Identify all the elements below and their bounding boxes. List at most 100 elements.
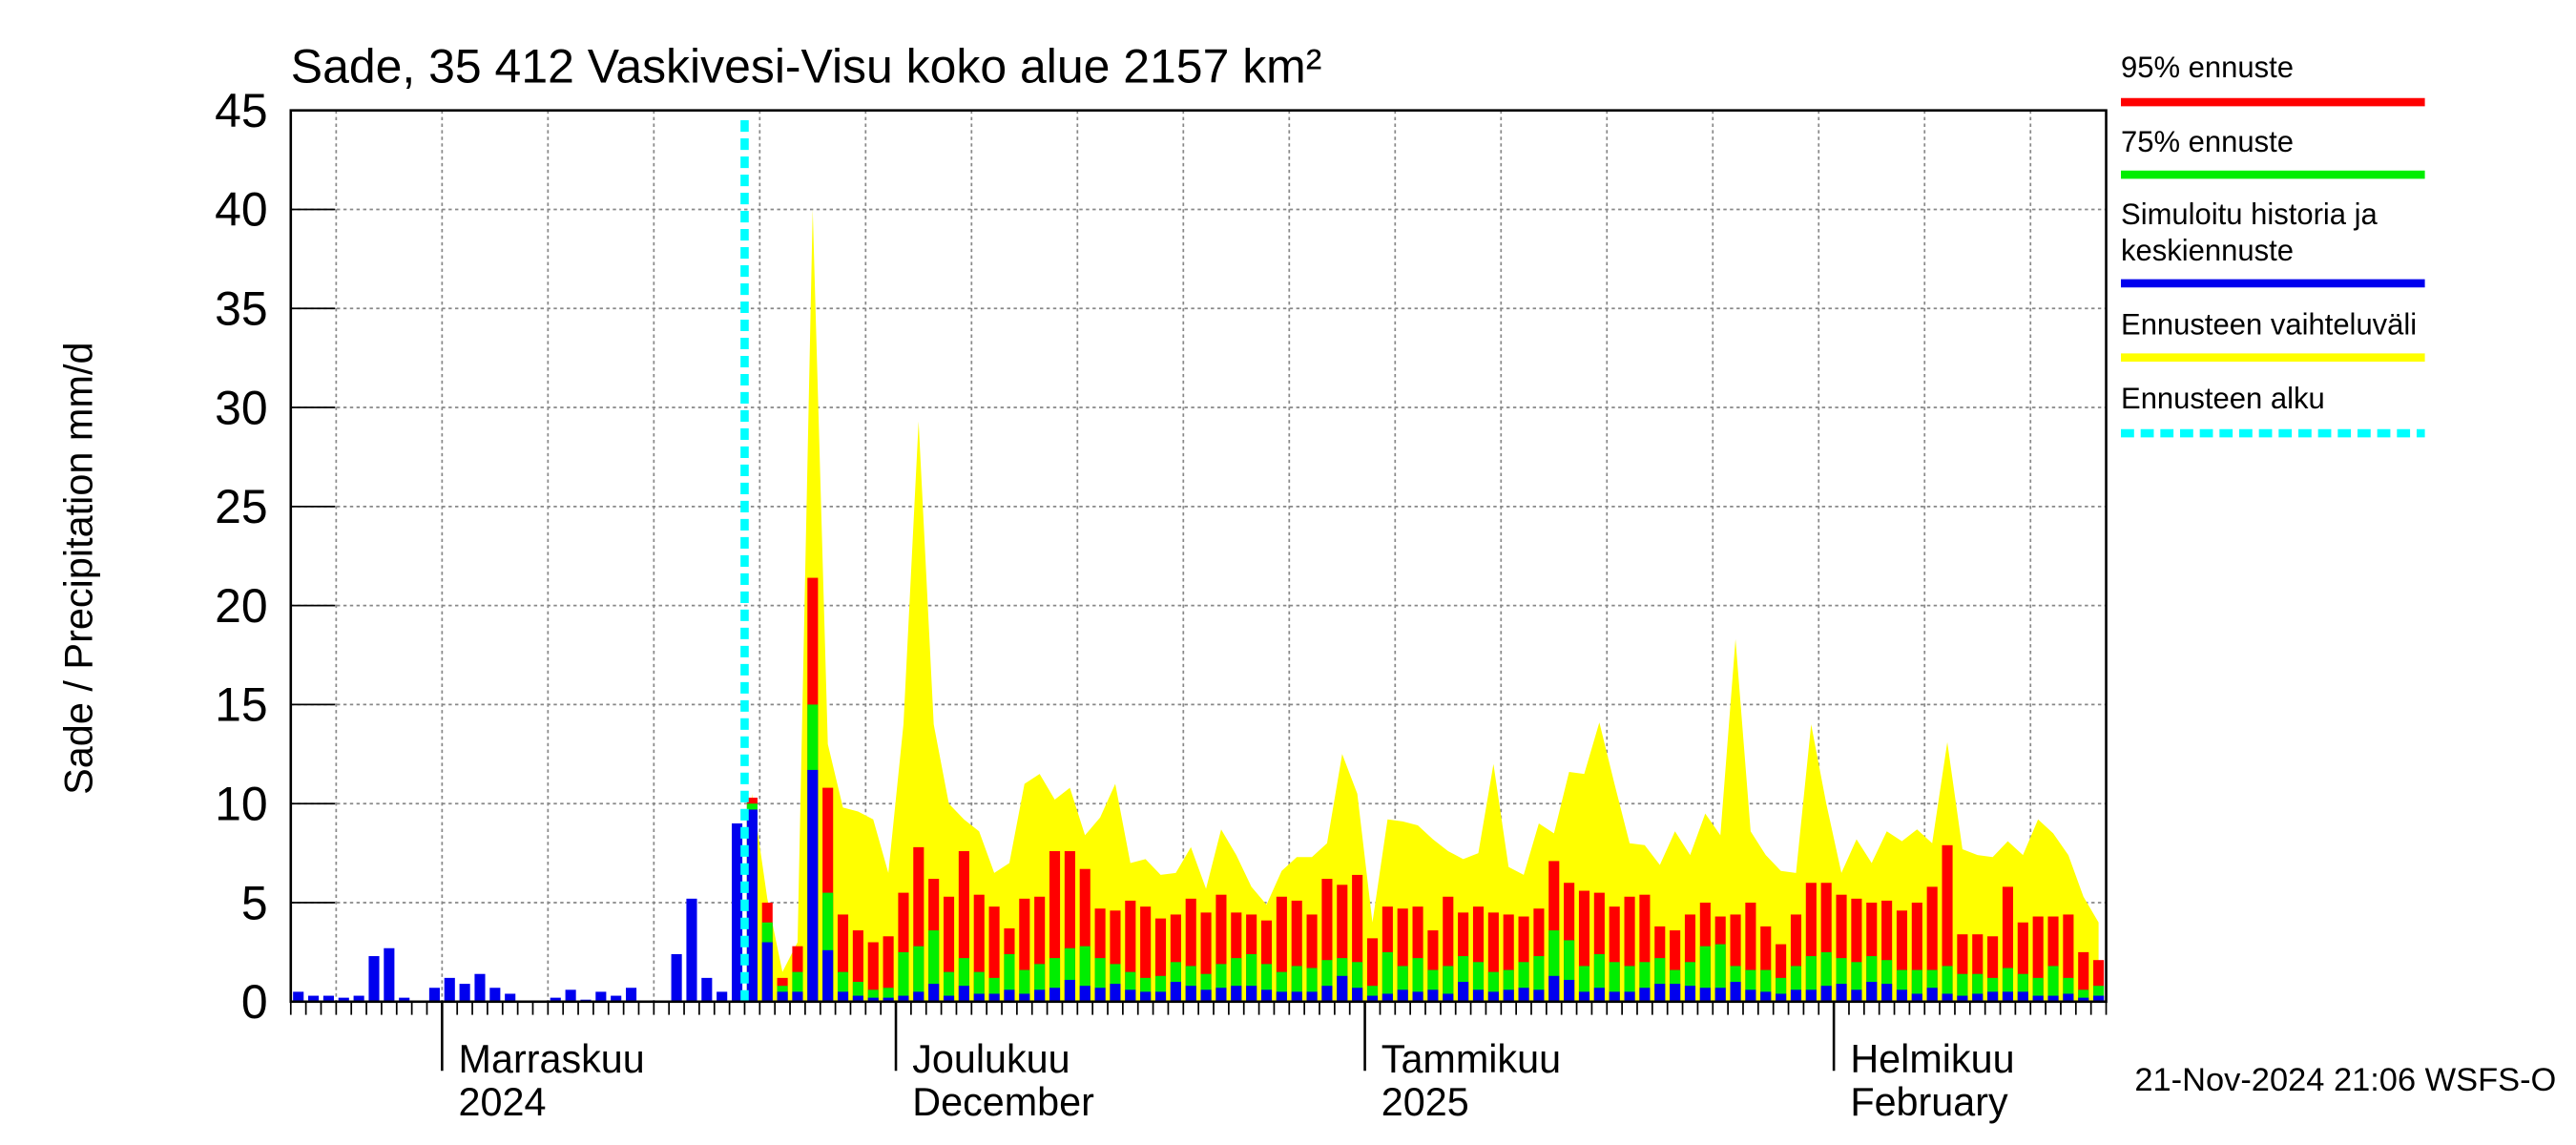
- x-tick-label: Tammikuu: [1381, 1037, 1561, 1081]
- bar: [322, 995, 334, 1002]
- bar: [1306, 914, 1318, 1002]
- bar: [1942, 844, 1953, 1002]
- bar: [958, 958, 969, 1002]
- plot-frame: [289, 109, 2108, 1004]
- bar: [1866, 982, 1878, 1002]
- bar: [1381, 993, 1393, 1002]
- bar: [1276, 971, 1287, 1002]
- bar: [428, 988, 440, 1002]
- bar: [1760, 991, 1772, 1002]
- bar: [1260, 989, 1273, 1002]
- bar: [1851, 962, 1862, 1002]
- bar: [1926, 988, 1938, 1002]
- bar: [943, 971, 955, 1002]
- legend-label: Simuloitu historia ja keskiennuste: [2121, 198, 2378, 267]
- bar: [1366, 995, 1379, 1002]
- bar: [1185, 966, 1196, 1002]
- bar: [1170, 914, 1181, 1002]
- bar: [1366, 938, 1379, 1002]
- bar: [1684, 914, 1696, 1002]
- bar: [2017, 973, 2028, 1002]
- bar: [1820, 883, 1832, 1002]
- bar: [2032, 977, 2044, 1002]
- bar: [1291, 966, 1302, 1002]
- bar: [1154, 991, 1167, 1002]
- bar: [1896, 989, 1908, 1002]
- bar: [1260, 964, 1273, 1002]
- bar: [1593, 988, 1605, 1002]
- bar: [1064, 979, 1075, 1002]
- bar: [1776, 944, 1787, 1002]
- bar: [1458, 982, 1469, 1002]
- bar: [1397, 989, 1408, 1002]
- bar: [1154, 918, 1167, 1002]
- bar: [1805, 956, 1817, 1002]
- bar: [988, 993, 1000, 1002]
- bar: [1609, 991, 1620, 1002]
- bar: [308, 995, 320, 1002]
- bar: [1624, 966, 1635, 1002]
- bar: [444, 977, 455, 1002]
- bar: [1760, 926, 1772, 1002]
- legend-label-box: 95% ennuste: [2121, 52, 2294, 85]
- bar: [717, 991, 728, 1002]
- y-tick-label: 25: [215, 480, 268, 533]
- bar: [595, 991, 607, 1002]
- bar: [731, 822, 743, 1002]
- bar: [973, 971, 985, 1002]
- bar: [1019, 969, 1030, 1002]
- bar: [459, 984, 470, 1002]
- bar: [474, 973, 486, 1002]
- bar: [1472, 989, 1485, 1002]
- bar: [1987, 991, 1999, 1002]
- y-tick-label: 15: [215, 678, 268, 732]
- bar: [1321, 960, 1333, 1002]
- bar: [1215, 964, 1227, 1002]
- bar: [1881, 900, 1893, 1002]
- bar: [1881, 960, 1893, 1002]
- y-tick-label: 10: [215, 777, 268, 830]
- bar: [1957, 934, 1968, 1002]
- bar: [1231, 986, 1242, 1002]
- bar: [1533, 989, 1545, 1002]
- bar: [1125, 900, 1136, 1002]
- bar: [943, 995, 955, 1002]
- bar: [1805, 989, 1817, 1002]
- bar: [1094, 908, 1106, 1002]
- x-tick-sublabel: 2025: [1381, 1080, 1469, 1124]
- bar: [1276, 896, 1287, 1002]
- bar: [792, 991, 803, 1002]
- bar: [1518, 916, 1529, 1002]
- bar: [1306, 968, 1318, 1002]
- bar: [1503, 969, 1514, 1002]
- bar: [1381, 951, 1393, 1002]
- bar: [1670, 930, 1681, 1002]
- bar: [1321, 879, 1333, 1002]
- bar: [913, 846, 924, 1002]
- bar: [2093, 995, 2105, 1002]
- bar: [1260, 920, 1273, 1002]
- bar: [1352, 988, 1363, 1002]
- bar: [1851, 989, 1862, 1002]
- bar: [1896, 969, 1908, 1002]
- bar: [2078, 951, 2089, 1002]
- bar: [1654, 958, 1666, 1002]
- bar: [2002, 991, 2014, 1002]
- bar: [1776, 977, 1787, 1002]
- y-axis-label: Sade / Precipitation mm/d: [56, 342, 100, 794]
- bar: [777, 991, 788, 1002]
- bar: [1231, 912, 1242, 1002]
- bar: [1866, 902, 1878, 1002]
- bar: [1079, 946, 1091, 1002]
- bar: [1487, 971, 1499, 1002]
- bar: [1503, 989, 1514, 1002]
- bar: [898, 995, 909, 1002]
- bar: [701, 977, 713, 1002]
- bar: [1337, 975, 1348, 1002]
- bar: [1231, 958, 1242, 1002]
- bar: [1094, 988, 1106, 1002]
- bar: [988, 977, 1000, 1002]
- bar: [1049, 988, 1061, 1002]
- bar: [1019, 993, 1030, 1002]
- bar: [1926, 969, 1938, 1002]
